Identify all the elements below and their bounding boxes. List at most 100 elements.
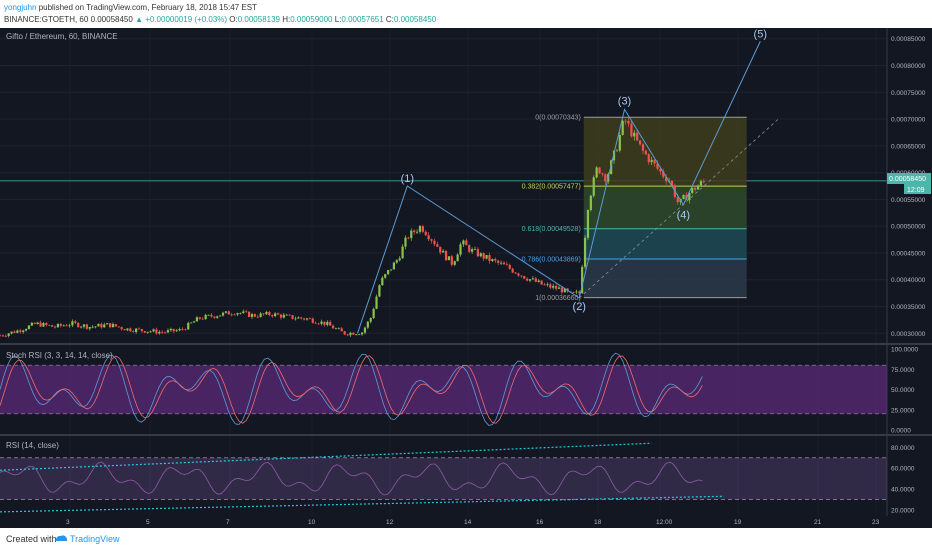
rsi-tick-label: 60.0000 <box>891 466 915 473</box>
candle-body <box>633 132 636 137</box>
candle-body <box>45 322 48 325</box>
stoch-k-line <box>0 352 703 426</box>
candle-body <box>450 256 453 265</box>
candle-body <box>540 280 543 285</box>
candle-body <box>520 275 523 277</box>
candle-body <box>531 278 535 280</box>
stoch-pane-title: Stoch RSI (3, 3, 14, 14, close) <box>6 351 113 360</box>
candle-body <box>665 176 668 182</box>
wave-label: (2) <box>573 301 586 313</box>
candle-body <box>59 323 62 326</box>
stoch-tick-label: 75.0000 <box>891 367 915 374</box>
candle-body <box>447 256 451 261</box>
candle-body <box>323 321 326 325</box>
time-tick-label: 18 <box>594 519 602 526</box>
rsi-line <box>0 461 703 496</box>
candle-body <box>282 314 285 318</box>
candle-body <box>0 335 2 337</box>
candle-body <box>190 322 193 324</box>
candle-body <box>143 331 146 333</box>
candle-body <box>152 329 155 332</box>
price-tick-label: 0.00085000 <box>891 36 926 43</box>
candle-body <box>482 253 485 259</box>
candle-body <box>682 194 685 199</box>
candle-body <box>418 226 422 232</box>
candle-body <box>410 230 413 239</box>
fib-level-label: 1(0.00036660) <box>535 295 581 302</box>
candle-body <box>436 244 439 247</box>
candle-body <box>158 331 161 334</box>
candle-body <box>636 132 639 141</box>
fib-level-label: 0.786(0.00043869) <box>522 257 581 264</box>
candle-body <box>300 317 303 319</box>
candle-body <box>511 268 514 273</box>
candle-body <box>169 328 172 331</box>
candle-body <box>604 174 607 182</box>
candle-body <box>439 246 442 253</box>
elliott-wave[interactable]: (1) (2) (3) (4) (5) <box>357 28 779 334</box>
rsi-trendline-upper <box>0 442 652 471</box>
candle-body <box>421 226 424 232</box>
candle-body <box>265 311 268 315</box>
candle-body <box>166 330 170 333</box>
candle-body <box>630 123 633 137</box>
candle-body <box>291 315 294 319</box>
candle-body <box>242 311 245 313</box>
time-tick-label: 19 <box>734 519 742 526</box>
candle-body <box>491 259 494 261</box>
candle-body <box>77 322 80 328</box>
candle-body <box>227 311 230 315</box>
candle-body <box>615 150 619 152</box>
candle-body <box>53 326 57 328</box>
price-tick-label: 0.00080000 <box>891 63 926 70</box>
fib-zone <box>583 259 747 298</box>
chart-background <box>0 28 932 528</box>
stoch-d-line <box>0 355 703 424</box>
candle-body <box>413 230 416 233</box>
candle-body <box>592 177 595 196</box>
price-tick-label: 0.00055000 <box>891 197 926 204</box>
price-tick-label: 0.00035000 <box>891 304 926 311</box>
author-link[interactable]: yongjuhn <box>4 3 37 12</box>
countdown-text: 12:09 <box>907 187 925 194</box>
candle-body <box>471 249 474 252</box>
tradingview-logo-icon <box>55 535 67 541</box>
candle-body <box>100 323 103 328</box>
candle-body <box>387 270 390 275</box>
high-value: 0.00059000 <box>290 15 333 24</box>
candle-body <box>598 167 601 174</box>
candle-body <box>340 328 343 332</box>
candle-body <box>433 240 436 245</box>
candle-body <box>74 321 77 323</box>
candle-body <box>36 322 39 324</box>
wave-label: (3) <box>618 95 631 107</box>
rsi-tick-label: 40.0000 <box>891 487 915 494</box>
candle-body <box>424 231 427 236</box>
candle-body <box>360 332 364 335</box>
ohlc-line: BINANCE:GTOETH, 60 0.00058450 ▲ +0.00000… <box>4 15 436 24</box>
candle-body <box>30 322 33 326</box>
candle-body <box>7 333 10 336</box>
candle-body <box>442 250 445 253</box>
chart-canvas[interactable]: 0(0.00070343) 0.382(0.00057477) 0.618(0.00… <box>0 28 932 528</box>
candle-body <box>514 272 517 274</box>
candle-body <box>505 264 508 266</box>
candle-body <box>343 331 346 335</box>
last-price-tag <box>887 173 931 184</box>
candle-body <box>358 334 361 336</box>
candle-body <box>314 322 317 324</box>
candle-body <box>62 325 65 327</box>
wave-label: (1) <box>401 173 414 185</box>
price-tick-label: 0.00075000 <box>891 90 926 97</box>
candle-body <box>236 313 239 315</box>
candle-body <box>82 324 86 327</box>
candle-body <box>311 318 314 323</box>
candle-body <box>459 244 462 255</box>
price-tick-label: 0.00065000 <box>891 143 926 150</box>
candle-body <box>198 317 201 319</box>
candle-body <box>355 334 358 336</box>
candle-body <box>650 159 653 163</box>
candle-body <box>334 328 338 330</box>
tradingview-brand[interactable]: TradingView <box>70 534 120 544</box>
candle-body <box>337 328 340 330</box>
